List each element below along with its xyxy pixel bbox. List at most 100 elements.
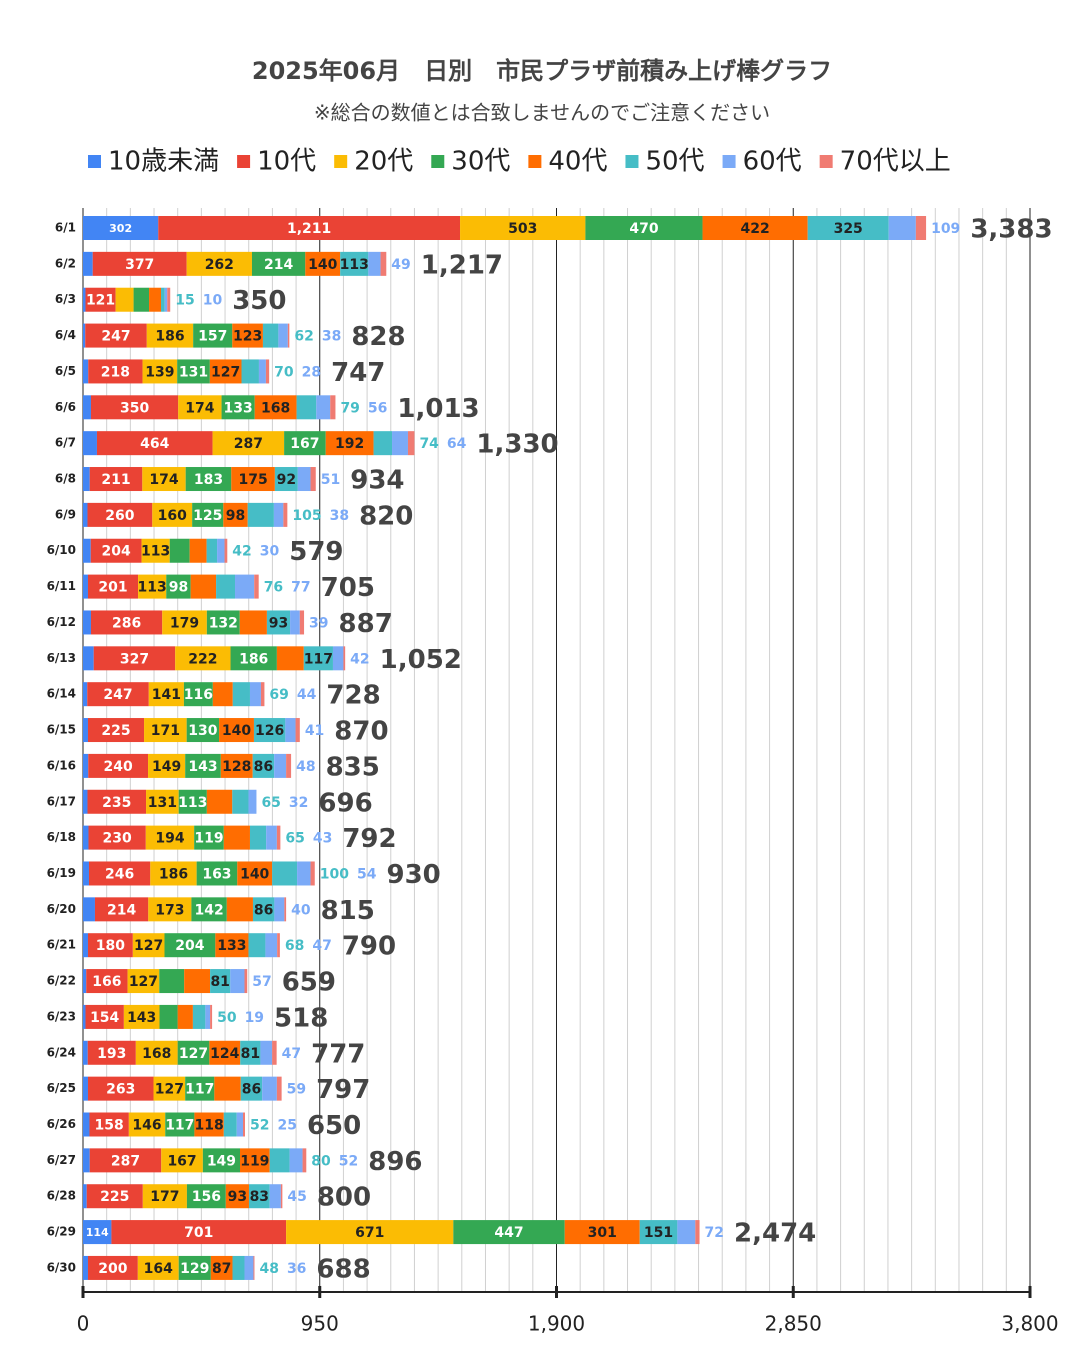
- data-label: 141: [152, 687, 181, 703]
- bar-segment: [133, 287, 150, 312]
- data-label: 127: [211, 364, 240, 380]
- outside-data-label: 109: [931, 221, 960, 237]
- bar-segment: [83, 682, 88, 707]
- y-tick-label: 6/30: [47, 1260, 76, 1274]
- bar-segment: [177, 1040, 210, 1065]
- data-label: 168: [142, 1046, 171, 1062]
- legend-label: 50代: [645, 147, 704, 177]
- outside-data-label: 10: [203, 293, 223, 309]
- legend-label: 10歳未満: [108, 147, 219, 177]
- bar-segment: [83, 359, 89, 384]
- bar-segment: [407, 431, 415, 456]
- data-label: 129: [180, 1261, 209, 1277]
- bar-segment: [237, 861, 273, 886]
- bar-segment: [83, 1004, 86, 1029]
- bar-segment: [93, 646, 176, 671]
- total-label: 579: [289, 537, 343, 567]
- data-label: 131: [179, 364, 208, 380]
- data-label: 86: [242, 1082, 261, 1098]
- data-label: 98: [169, 580, 188, 596]
- outside-data-label: 70: [274, 364, 294, 380]
- bar-segment: [639, 1220, 678, 1245]
- outside-data-label: 56: [368, 400, 387, 416]
- bar-segment: [332, 646, 344, 671]
- outside-data-label: 30: [260, 544, 280, 560]
- x-tick-label: 2,850: [765, 1312, 822, 1336]
- bar-segment: [276, 646, 304, 671]
- data-label: 93: [228, 1189, 247, 1205]
- bar-segment: [209, 1040, 241, 1065]
- y-tick-label: 6/18: [47, 830, 76, 844]
- bar-segment: [135, 1040, 178, 1065]
- total-label: 1,330: [476, 430, 558, 460]
- y-tick-label: 6/4: [55, 328, 76, 342]
- bar-segment: [248, 933, 266, 958]
- total-label: 2,474: [734, 1219, 816, 1249]
- legend-label: 10代: [257, 147, 316, 177]
- bar-segment: [152, 502, 193, 527]
- outside-data-label: 57: [252, 974, 271, 990]
- bar-segment: [83, 610, 91, 635]
- outside-data-label: 49: [391, 257, 410, 273]
- data-label: 214: [107, 902, 136, 918]
- bar-segment: [262, 323, 279, 348]
- data-label: 157: [198, 329, 227, 345]
- total-label: 934: [350, 466, 404, 496]
- bar-segment: [226, 897, 253, 922]
- data-label: 177: [150, 1189, 179, 1205]
- bar-segment: [87, 933, 133, 958]
- data-label: 119: [240, 1153, 269, 1169]
- bar-segment: [194, 825, 224, 850]
- bar-segment: [276, 825, 281, 850]
- bar-segment: [83, 287, 86, 312]
- bar-segment: [284, 897, 287, 922]
- bar-segment: [127, 969, 160, 994]
- outside-data-label: 69: [269, 687, 288, 703]
- bar-segment: [564, 1220, 640, 1245]
- y-tick-label: 6/12: [47, 615, 76, 629]
- bar-segment: [225, 1184, 249, 1209]
- bar-segment: [221, 395, 255, 420]
- data-label: 81: [241, 1046, 260, 1062]
- data-label: 246: [105, 866, 134, 882]
- bar-segment: [273, 502, 284, 527]
- data-label: 140: [308, 257, 337, 273]
- bar-segment: [240, 1040, 261, 1065]
- outside-data-label: 52: [339, 1153, 358, 1169]
- data-label: 194: [155, 831, 184, 847]
- bar-segment: [249, 682, 261, 707]
- bar-segment: [89, 1112, 129, 1137]
- outside-data-label: 65: [285, 831, 304, 847]
- bar-segment: [87, 1040, 136, 1065]
- y-tick-label: 6/2: [55, 256, 76, 270]
- bar-segment: [83, 718, 88, 743]
- bar-segment: [90, 395, 179, 420]
- bar-segment: [232, 682, 250, 707]
- bar-segment: [190, 574, 217, 599]
- legend-swatch: [334, 155, 348, 168]
- bar-segment: [283, 502, 288, 527]
- bar-segment: [230, 646, 277, 671]
- bar-segment: [330, 395, 336, 420]
- bar-segment: [83, 574, 88, 599]
- outside-data-label: 48: [296, 759, 315, 775]
- data-label: 149: [207, 1153, 236, 1169]
- data-label: 118: [194, 1118, 223, 1134]
- bar-segment: [888, 216, 916, 240]
- data-label: 117: [304, 651, 333, 667]
- data-label: 192: [335, 436, 364, 452]
- bar-segment: [290, 610, 300, 635]
- y-tick-label: 6/3: [55, 292, 76, 306]
- total-label: 705: [321, 573, 375, 603]
- bar-segment: [192, 502, 224, 527]
- data-label: 183: [194, 472, 223, 488]
- bar-segment: [83, 1076, 88, 1101]
- bar-segment: [185, 467, 232, 492]
- outside-data-label: 105: [292, 508, 321, 524]
- x-tick-label: 1,900: [528, 1312, 585, 1336]
- data-label: 143: [127, 1010, 156, 1026]
- data-label: 193: [97, 1046, 126, 1062]
- outside-data-label: 64: [447, 436, 467, 452]
- bar-segment: [86, 1184, 143, 1209]
- outside-data-label: 43: [313, 831, 332, 847]
